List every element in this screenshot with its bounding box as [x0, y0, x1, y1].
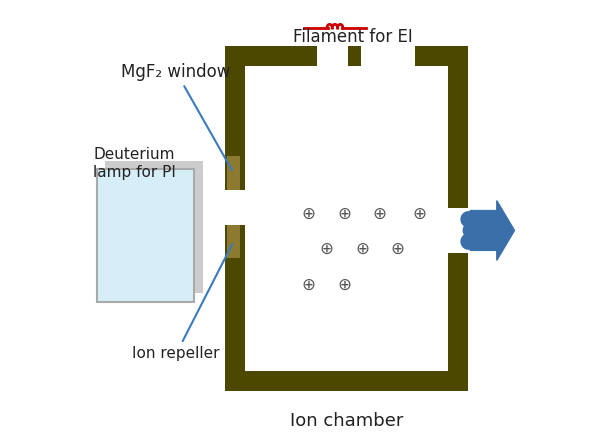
- Text: ⊕: ⊕: [337, 275, 351, 293]
- Bar: [448, 208, 468, 253]
- Bar: [245, 65, 448, 371]
- Text: Deuterium
lamp for PI: Deuterium lamp for PI: [93, 147, 176, 180]
- Bar: [225, 190, 245, 225]
- Text: ⊕: ⊕: [412, 205, 427, 222]
- Text: Filament for EI: Filament for EI: [293, 28, 413, 46]
- FancyBboxPatch shape: [106, 161, 203, 293]
- Bar: [361, 45, 415, 65]
- Polygon shape: [470, 201, 514, 260]
- Text: ⊕: ⊕: [373, 205, 386, 222]
- FancyBboxPatch shape: [97, 170, 194, 302]
- Text: ⊕: ⊕: [391, 240, 404, 258]
- Text: Ion chamber: Ion chamber: [290, 413, 403, 430]
- Text: ⊕: ⊕: [302, 275, 316, 293]
- Bar: [227, 225, 240, 258]
- Text: ⊕: ⊕: [355, 240, 369, 258]
- Text: Ion repeller: Ion repeller: [133, 244, 232, 361]
- Text: MgF₂ window: MgF₂ window: [121, 63, 232, 170]
- Bar: [317, 45, 348, 65]
- Text: ⊕: ⊕: [302, 205, 316, 222]
- Bar: [227, 157, 240, 190]
- Text: ⊕: ⊕: [337, 205, 351, 222]
- Bar: [225, 45, 468, 391]
- Text: ⊕: ⊕: [320, 240, 334, 258]
